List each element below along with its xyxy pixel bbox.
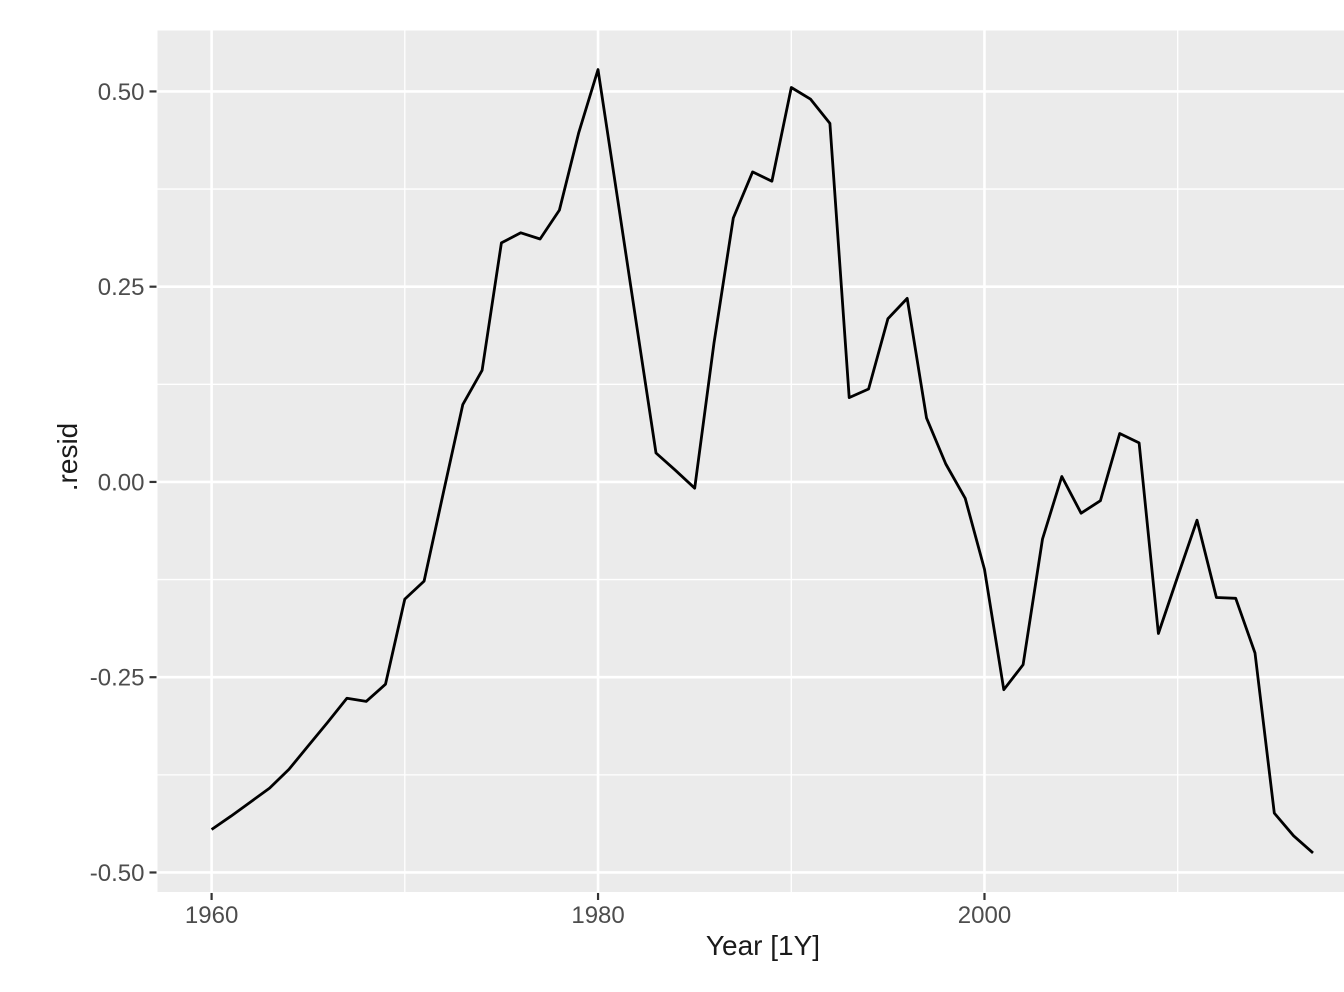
x-tick-label: 2000 (958, 902, 1011, 929)
y-tick-label: -0.25 (90, 665, 145, 692)
x-tick-label: 1980 (571, 902, 624, 929)
x-tick-label: 1960 (185, 902, 238, 929)
y-tick-label: 0.25 (98, 274, 145, 301)
y-tick-label: 0.00 (98, 469, 145, 496)
y-tick-label: 0.50 (98, 79, 145, 106)
residual-line-chart: 1960 1980 2000 0.50 0.25 0.00 -0.25 -0.50 Year … (40, 16, 1344, 976)
x-axis-title: Year [1Y] (706, 930, 820, 962)
y-tick-label: -0.50 (90, 860, 145, 887)
panel-background (158, 31, 1344, 893)
y-axis-title: .resid (52, 423, 84, 491)
plot-canvas: 1960 1980 2000 0.50 0.25 0.00 -0.25 -0.50 (40, 16, 1344, 976)
